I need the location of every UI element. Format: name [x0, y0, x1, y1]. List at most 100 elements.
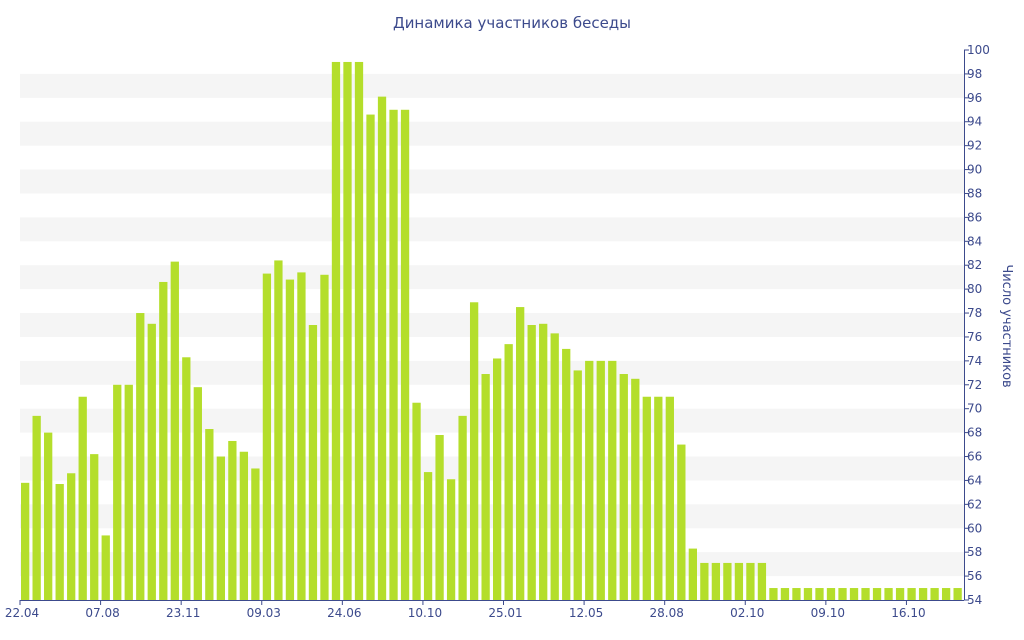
- bar: [101, 535, 110, 600]
- x-tick-label: 09.03: [247, 606, 281, 620]
- y-tick-label: 64: [967, 473, 982, 487]
- bar: [90, 454, 99, 600]
- bar: [608, 360, 617, 600]
- bar: [343, 61, 352, 600]
- bar: [918, 588, 928, 600]
- bar: [331, 61, 341, 600]
- bar: [769, 588, 778, 600]
- bar: [746, 562, 755, 600]
- bar: [585, 360, 594, 600]
- bar: [297, 272, 306, 600]
- bar: [516, 307, 525, 600]
- y-tick-label: 54: [967, 593, 982, 607]
- bar: [239, 451, 249, 600]
- grid-band: [20, 217, 964, 242]
- bar: [792, 588, 801, 600]
- bar: [665, 396, 674, 600]
- bar: [193, 387, 202, 600]
- bar: [757, 562, 767, 600]
- bar: [55, 484, 64, 600]
- bar: [573, 370, 582, 600]
- background-bands: [20, 73, 964, 577]
- bar: [723, 562, 732, 600]
- bar: [504, 344, 513, 600]
- bar: [884, 588, 893, 600]
- bar: [826, 588, 836, 600]
- bar: [170, 261, 179, 600]
- x-tick-label: 28.08: [650, 606, 684, 620]
- bar: [412, 402, 421, 600]
- bar: [274, 260, 283, 600]
- bar: [285, 279, 295, 600]
- y-axis-title: Число участников: [999, 264, 1014, 387]
- x-tick-label: 24.06: [327, 606, 361, 620]
- y-tick-label: 82: [967, 258, 982, 272]
- bar: [262, 273, 272, 600]
- bar: [469, 302, 479, 600]
- bar: [861, 588, 870, 600]
- bar: [481, 374, 490, 600]
- y-tick-label: 86: [967, 210, 982, 224]
- bar: [400, 109, 410, 600]
- bar-series: [21, 61, 962, 600]
- grid-band: [20, 169, 964, 194]
- chart-title: Динамика участников беседы: [393, 14, 631, 32]
- y-tick-label: 66: [967, 450, 982, 464]
- grid-band: [20, 408, 964, 433]
- bar: [493, 358, 502, 600]
- axes: 54 56 58 60 62 64 66 68 70 72 74 76 78 80 82 84 86 88 90 92…: [5, 43, 990, 620]
- grid-band: [20, 73, 964, 98]
- x-tick-label: 07.08: [85, 606, 119, 620]
- bar: [458, 415, 467, 600]
- bar: [423, 472, 433, 600]
- y-tick-label: 88: [967, 186, 982, 200]
- bar: [205, 429, 214, 600]
- bar: [619, 374, 628, 600]
- y-tick-label: 76: [967, 330, 982, 344]
- y-tick-label: 72: [967, 378, 982, 392]
- bar: [228, 440, 237, 600]
- grid-band: [20, 121, 964, 146]
- bar: [377, 96, 387, 600]
- bar: [182, 357, 191, 600]
- bar: [527, 325, 536, 600]
- grid-band: [20, 313, 964, 337]
- x-tick-label: 23.11: [166, 606, 200, 620]
- bar: [562, 348, 571, 600]
- y-tick-label: 90: [967, 163, 982, 177]
- x-tick-label: 10.10: [408, 606, 442, 620]
- bar: [907, 588, 916, 600]
- bar: [354, 61, 364, 600]
- bar: [815, 588, 824, 600]
- y-tick-label: 100: [967, 43, 990, 57]
- y-tick-label: 98: [967, 67, 982, 81]
- x-tick-label: 22.04: [5, 606, 39, 620]
- bar: [78, 396, 87, 600]
- y-tick-label: 58: [967, 545, 982, 559]
- y-tick-label: 78: [967, 306, 982, 320]
- bar: [677, 444, 686, 600]
- bar: [21, 482, 30, 600]
- bar: [849, 588, 859, 600]
- bar: [930, 588, 939, 600]
- bar: [803, 588, 813, 600]
- bar: [631, 378, 640, 600]
- x-tick-label: 02.10: [730, 606, 764, 620]
- y-tick-label: 96: [967, 91, 982, 105]
- bar: [446, 479, 456, 600]
- bar: [366, 114, 375, 600]
- bar: [838, 588, 847, 600]
- bar: [308, 325, 318, 600]
- bar: [32, 415, 41, 600]
- y-tick-label: 74: [967, 354, 982, 368]
- bar: [389, 109, 398, 600]
- bar: [953, 588, 962, 600]
- y-tick-label: 94: [967, 115, 982, 129]
- grid-band: [20, 265, 964, 290]
- bar: [596, 360, 605, 600]
- x-tick-label: 25.01: [488, 606, 522, 620]
- bar: [136, 313, 145, 600]
- bar: [113, 384, 122, 600]
- bar: [642, 396, 651, 600]
- bar: [654, 396, 663, 600]
